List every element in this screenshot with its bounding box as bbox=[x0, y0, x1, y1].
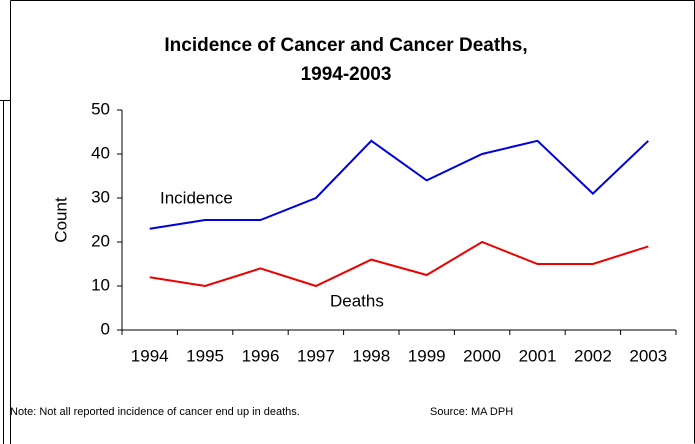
y-tick-label: 40 bbox=[91, 143, 110, 162]
x-tick-label: 2003 bbox=[629, 346, 667, 365]
x-tick-label: 1995 bbox=[186, 346, 224, 365]
y-axis-label: Count bbox=[51, 197, 70, 243]
x-tick-label: 2000 bbox=[463, 346, 501, 365]
note: Note: Not all reported incidence of canc… bbox=[10, 406, 300, 418]
y-tick-label: 30 bbox=[91, 187, 110, 206]
y-tick-label: 20 bbox=[91, 231, 110, 250]
x-tick-label: 2001 bbox=[519, 346, 557, 365]
x-tick-label: 2002 bbox=[574, 346, 612, 365]
x-tick-label: 1997 bbox=[297, 346, 335, 365]
chart-title: Incidence of Cancer and Cancer Deaths, bbox=[164, 35, 527, 56]
y-tick-label: 0 bbox=[101, 319, 110, 338]
series-label: Deaths bbox=[330, 291, 384, 310]
series-label: Incidence bbox=[160, 188, 233, 207]
x-tick-label: 1998 bbox=[352, 346, 390, 365]
y-tick-label: 10 bbox=[91, 275, 110, 294]
y-tick-label: 50 bbox=[91, 99, 110, 118]
chart-title: 1994-2003 bbox=[301, 64, 392, 85]
x-tick-label: 1999 bbox=[408, 346, 446, 365]
line-series bbox=[149, 240, 649, 288]
x-tick-label: 1996 bbox=[242, 346, 280, 365]
source: Source: MA DPH bbox=[430, 406, 513, 418]
x-tick-label: 1994 bbox=[131, 346, 169, 365]
line-series bbox=[149, 139, 649, 230]
